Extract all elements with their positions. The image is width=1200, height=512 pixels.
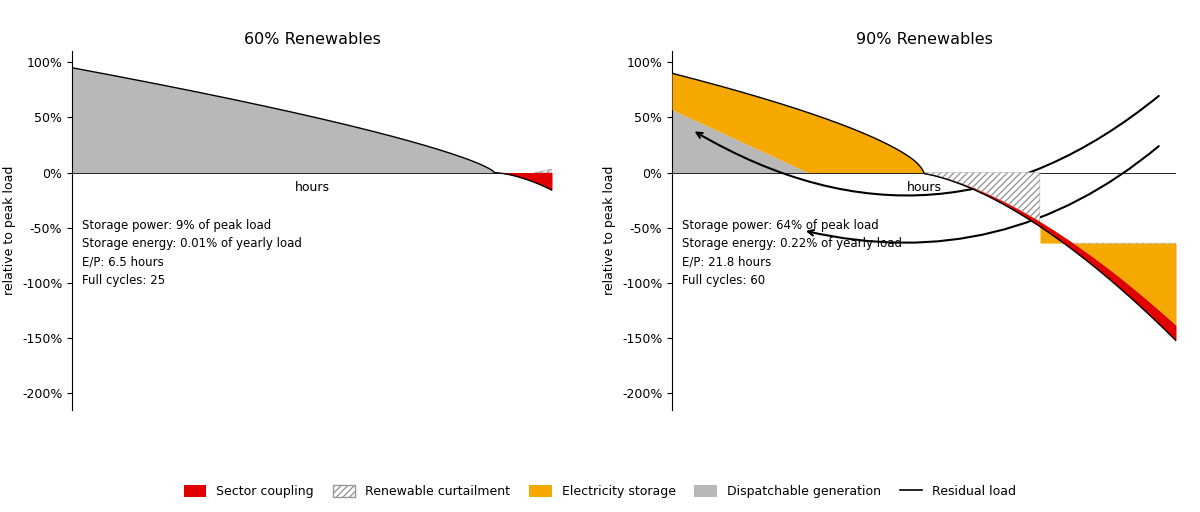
Legend: Sector coupling, Renewable curtailment, Electricity storage, Dispatchable genera: Sector coupling, Renewable curtailment, … xyxy=(179,480,1021,503)
Text: hours: hours xyxy=(906,181,942,195)
Text: Storage power: 64% of peak load
Storage energy: 0.22% of yearly load
E/P: 21.8 h: Storage power: 64% of peak load Storage … xyxy=(682,219,902,287)
Y-axis label: relative to peak load: relative to peak load xyxy=(4,166,17,295)
Title: 90% Renewables: 90% Renewables xyxy=(856,32,992,47)
Title: 60% Renewables: 60% Renewables xyxy=(244,32,380,47)
Text: hours: hours xyxy=(294,181,330,195)
Text: Storage power: 9% of peak load
Storage energy: 0.01% of yearly load
E/P: 6.5 hou: Storage power: 9% of peak load Storage e… xyxy=(82,219,301,287)
Y-axis label: relative to peak load: relative to peak load xyxy=(604,166,617,295)
